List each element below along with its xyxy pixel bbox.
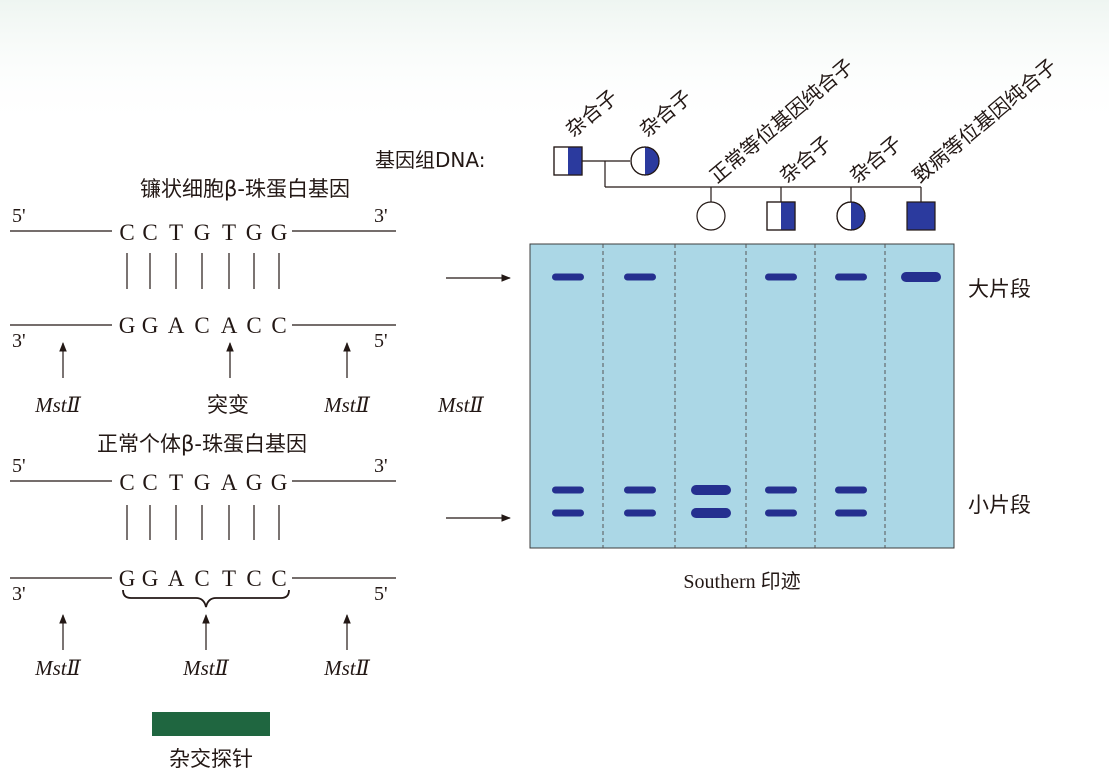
- sickle-top-base-3: T: [169, 220, 183, 245]
- lane-label-4: 杂合子: [775, 131, 836, 188]
- child-carrier-male: [766, 201, 796, 231]
- probe-bar: [152, 712, 270, 736]
- lane-5-small-band-lower: [835, 509, 867, 517]
- sickle-top-base-4: G: [194, 220, 211, 245]
- sickle-bottom-base-6: C: [246, 313, 261, 338]
- sickle-top-base-6: G: [246, 220, 263, 245]
- normal-mst-right-label: MstⅡ: [323, 656, 371, 680]
- sickle-bottom-base-1: G: [119, 313, 136, 338]
- sickle-bottom-base-3: A: [168, 313, 185, 338]
- child-carrier-male-fill: [781, 202, 795, 230]
- sickle-bottom-base-5: A: [221, 313, 238, 338]
- sickle-bottom-base-2: G: [142, 313, 159, 338]
- sickle-gene-title: 镰状细胞β-珠蛋白基因: [140, 177, 350, 201]
- normal-top-3prime: 3': [374, 455, 388, 477]
- sickle-bottom-base-4: C: [194, 313, 209, 338]
- sickle-bottom-5prime: 5': [374, 330, 388, 352]
- normal-bottom-base-6: C: [246, 566, 261, 591]
- background-wash: [0, 0, 1109, 130]
- sickle-bottom-base-7: C: [271, 313, 286, 338]
- mother-half-fill: [645, 147, 659, 175]
- normal-top-base-2: C: [142, 470, 157, 495]
- normal-top-base-5: A: [221, 470, 238, 495]
- probe-brace: [122, 589, 290, 608]
- lane-2-small-band-lower: [624, 509, 656, 517]
- normal-bottom-base-1: G: [119, 566, 136, 591]
- normal-mst-left-label: MstⅡ: [34, 656, 82, 680]
- gel-background: [529, 243, 955, 549]
- sickle-mst-left-label: MstⅡ: [34, 393, 82, 417]
- lane-label-5: 杂合子: [845, 131, 906, 188]
- child-carrier-female-fill: [851, 202, 865, 230]
- normal-top-base-1: C: [119, 470, 134, 495]
- sickle-top-3prime: 3': [374, 205, 388, 227]
- sickle-bottom-3prime: 3': [12, 330, 26, 352]
- lane-1-large-band: [552, 273, 584, 281]
- sickle-base-pair-lines: [126, 253, 280, 289]
- gel-bands: [552, 272, 941, 518]
- normal-top-base-6: G: [246, 470, 263, 495]
- father-half-fill: [568, 147, 582, 175]
- lane-2-large-band: [624, 273, 656, 281]
- gel-enzyme-label: MstⅡ: [437, 393, 485, 417]
- normal-top-base-4: G: [194, 470, 211, 495]
- lane-4-large-band: [765, 273, 797, 281]
- normal-mst-mid-label: MstⅡ: [182, 656, 230, 680]
- normal-bottom-base-4: C: [194, 566, 209, 591]
- normal-bottom-base-2: G: [142, 566, 159, 591]
- normal-top-base-3: T: [169, 470, 183, 495]
- sickle-top-5prime: 5': [12, 205, 26, 227]
- large-fragment-label: 大片段: [968, 277, 1031, 301]
- normal-bottom-base-3: A: [168, 566, 185, 591]
- normal-bottom-base-5: T: [222, 566, 236, 591]
- southern-caption: Southern 印迹: [683, 570, 800, 593]
- small-fragment-label: 小片段: [968, 493, 1031, 517]
- sickle-top-base-2: C: [142, 220, 157, 245]
- probe-label: 杂交探针: [169, 747, 253, 771]
- normal-bottom-3prime: 3': [12, 583, 26, 605]
- normal-bottom-5prime: 5': [374, 583, 388, 605]
- lane-3-small-band-lower: [691, 508, 731, 518]
- sickle-mutation-label: 突变: [207, 393, 249, 417]
- lane-1-small-band-upper: [552, 486, 584, 494]
- sickle-mst-right-label: MstⅡ: [323, 393, 371, 417]
- child-normal-female: [696, 201, 726, 231]
- lane-5-large-band: [835, 273, 867, 281]
- lane-3-small-band-upper: [691, 485, 731, 495]
- lane-6-large-band: [901, 272, 941, 282]
- sickle-top-base-1: C: [119, 220, 134, 245]
- sickle-top-base-7: G: [271, 220, 288, 245]
- lane-4-small-band-upper: [765, 486, 797, 494]
- normal-bottom-base-7: C: [271, 566, 286, 591]
- child-carrier-female: [836, 201, 866, 231]
- lane-1-small-band-lower: [552, 509, 584, 517]
- normal-top-5prime: 5': [12, 455, 26, 477]
- southern-blot-gel: MstⅡ 大片段 小片段 Southern 印迹: [437, 243, 1031, 593]
- lane-5-small-band-upper: [835, 486, 867, 494]
- lane-4-small-band-lower: [765, 509, 797, 517]
- normal-base-pair-lines: [126, 505, 280, 540]
- lane-2-small-band-upper: [624, 486, 656, 494]
- normal-gene-title: 正常个体β-珠蛋白基因: [97, 432, 307, 456]
- mother-symbol: [630, 146, 660, 176]
- child-affected-male: [906, 201, 936, 231]
- normal-top-base-7: G: [271, 470, 288, 495]
- sickle-top-base-5: T: [222, 220, 236, 245]
- genomic-dna-label: 基因组DNA:: [375, 148, 485, 172]
